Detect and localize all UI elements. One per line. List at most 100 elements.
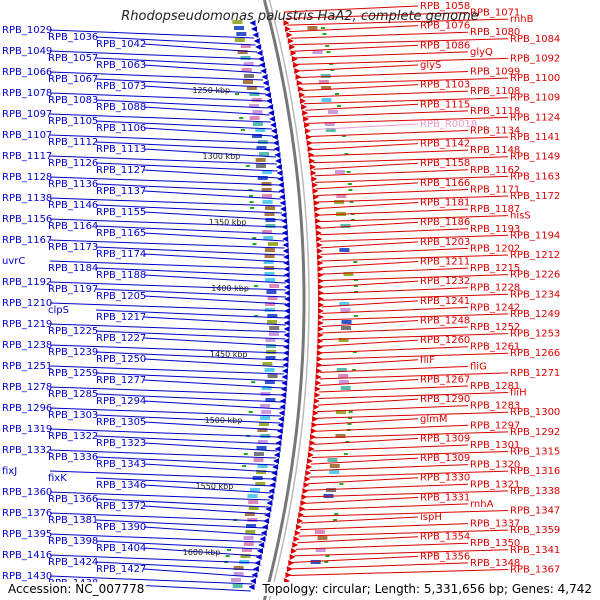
left-feature [255,44,262,50]
right-gene-label: RPB_1163 [510,171,560,182]
right-gene-label: RPB_1212 [510,250,560,261]
right-connector [316,411,509,419]
left-connector [49,428,279,438]
right-gene-label: RPB_1158 [420,158,470,169]
right-gene-label: RPB_1080 [470,27,520,38]
right-gene-label: RPB_1248 [420,315,470,326]
left-feature [249,578,256,584]
right-connector [320,359,419,367]
right-gene-label: RPB_1211 [420,257,470,268]
left-feature [273,146,280,152]
gc-mark [347,423,352,425]
left-connector [49,92,268,102]
gc-mark [348,189,353,191]
right-gene-label: RPB_1266 [510,348,560,359]
right-gene-label: rnhB [510,14,534,25]
left-connector [95,162,278,172]
right-feature [284,26,291,32]
kbp-tick-label: 1400 kbp [211,284,249,293]
cog-block [327,458,338,462]
gc-mark [324,561,329,563]
left-feature [261,524,268,530]
right-feature [317,272,324,278]
left-gene-label: RPB_1063 [96,60,146,71]
gc-mark [248,411,253,413]
right-feature [311,422,318,428]
left-connector [95,456,276,466]
right-connector [303,97,509,105]
cog-block [264,368,275,372]
right-gene-label: RPB_1337 [470,519,520,530]
left-feature [251,572,258,578]
left-gene-label: RPB_1278 [2,382,52,393]
gc-mark [343,453,348,455]
cog-block [261,188,272,192]
right-gene-label: RPB_1271 [510,368,560,379]
cog-block [265,206,276,210]
cog-block [261,230,272,234]
left-feature [274,446,281,452]
left-feature [270,122,277,128]
left-gene-label: RPB_1294 [96,396,146,407]
right-connector [316,188,469,196]
right-feature [315,230,322,236]
right-gene-label: RPB_1232 [420,276,470,287]
left-connector [49,281,286,291]
right-gene-label: RPB_1242 [470,302,520,313]
left-feature [263,518,270,524]
right-gene-label: RPB_1108 [470,86,520,97]
cog-block [325,128,336,132]
right-feature [286,566,293,572]
cog-block [230,578,241,582]
right-connector [285,12,469,20]
right-gene-label: RPB_1226 [510,270,560,281]
cog-block [247,494,258,498]
right-feature [290,50,297,56]
left-connector [143,232,285,242]
gc-mark [346,171,351,173]
right-gene-label: glyS [420,60,441,71]
cog-block [264,380,275,384]
right-connector [306,110,469,118]
cog-block [261,182,272,186]
cog-block [251,98,262,102]
left-connector [143,463,275,473]
left-feature [279,200,286,206]
left-gene-label: RPB_1296 [2,403,52,414]
right-gene-label: RPB_1367 [510,564,560,575]
cog-block [265,278,276,282]
left-gene-label: RPB_1164 [48,221,98,232]
right-gene-label: glmM [420,414,448,425]
right-feature [311,176,318,182]
cog-block [340,386,351,390]
cog-block [318,80,329,84]
right-feature [298,512,305,518]
cog-block [315,548,326,552]
left-feature [281,374,288,380]
left-feature [281,230,288,236]
cog-block [248,506,259,510]
right-connector [315,418,419,426]
cog-block [326,488,337,492]
left-gene-label: RPB_1430 [2,571,52,582]
gc-mark [344,153,349,155]
gc-mark [249,195,254,197]
left-feature [280,386,287,392]
cog-block [257,140,268,144]
right-gene-label: RPB_1281 [470,381,520,392]
right-gene-label: RPB_1249 [510,309,560,320]
left-feature [256,548,263,554]
right-connector [310,457,419,465]
right-gene-label: RPB_1099 [470,67,520,78]
left-gene-label: RPB_1029 [2,25,52,36]
cog-block [338,338,349,342]
left-gene-label: RPB_1088 [96,102,146,113]
cog-block [248,500,259,504]
left-gene-label: RPB_1427 [96,564,146,575]
right-connector [320,241,419,249]
right-feature [299,506,306,512]
right-connector [305,490,509,498]
left-gene-label: RPB_1107 [2,130,52,141]
right-connector [288,25,419,33]
